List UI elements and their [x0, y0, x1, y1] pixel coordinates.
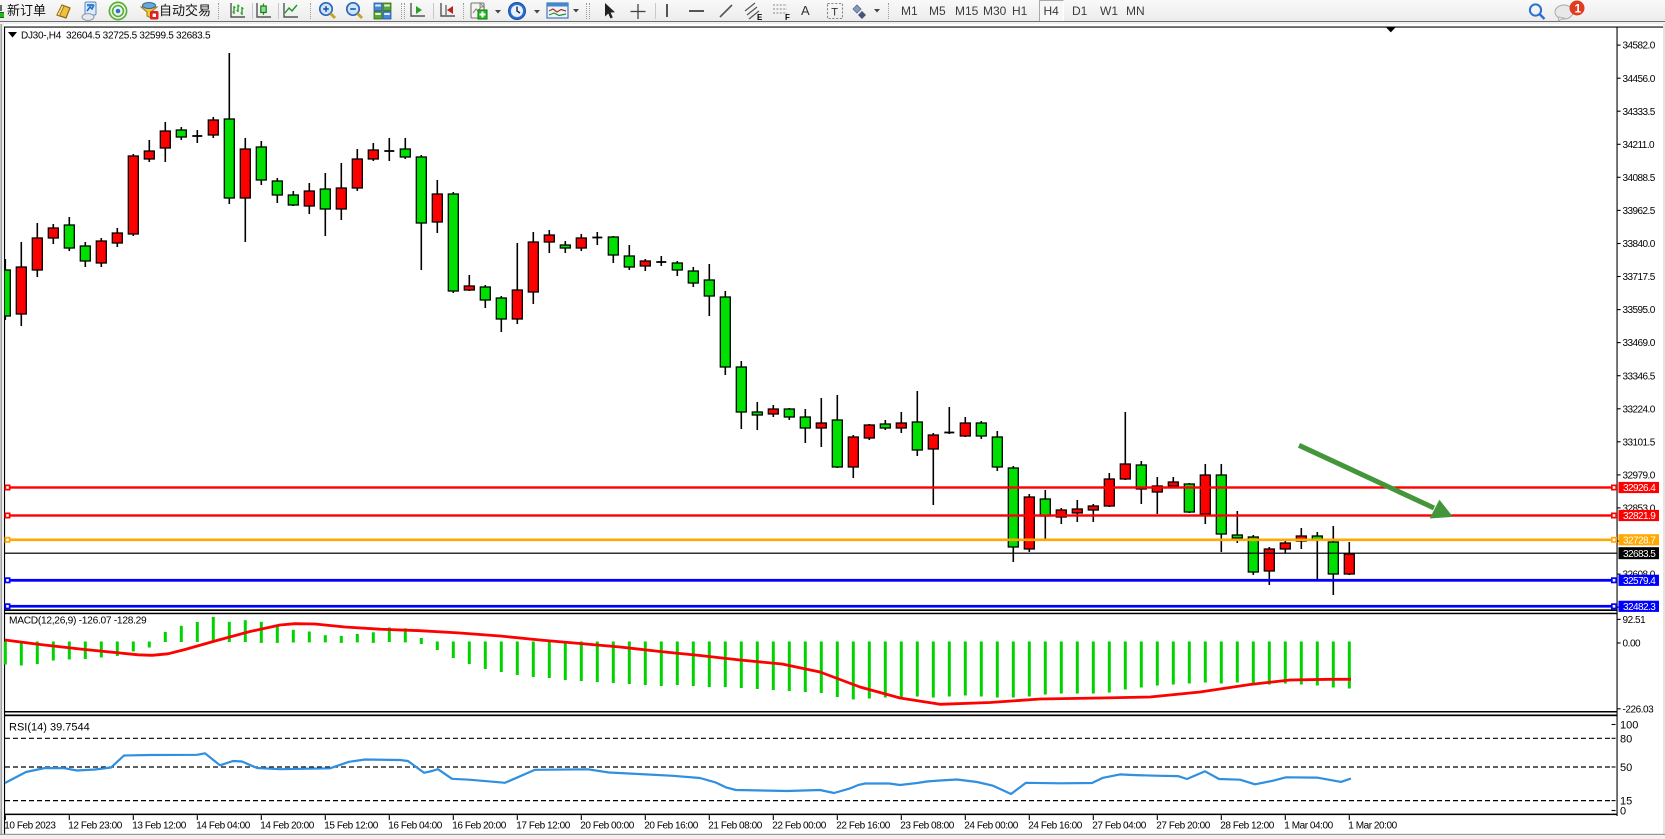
svg-text:F: F: [785, 13, 790, 21]
svg-text:32579.4: 32579.4: [1623, 576, 1656, 587]
svg-text:DJ30-,H4 32604.5 32725.5 3259: DJ30-,H4 32604.5 32725.5 32599.5 32683.5: [21, 31, 211, 42]
svg-text:33101.5: 33101.5: [1623, 437, 1656, 448]
svg-text:24 Feb 00:00: 24 Feb 00:00: [964, 821, 1018, 832]
svg-text:34582.0: 34582.0: [1623, 41, 1656, 52]
svg-text:32482.3: 32482.3: [1623, 602, 1656, 613]
svg-text:1 Mar 04:00: 1 Mar 04:00: [1284, 821, 1333, 832]
svg-text:100: 100: [1620, 720, 1638, 732]
svg-text:0: 0: [1620, 806, 1626, 818]
svg-text:-226.03: -226.03: [1623, 704, 1655, 715]
svg-text:1 Mar 20:00: 1 Mar 20:00: [1348, 821, 1397, 832]
svg-text:15: 15: [1620, 796, 1632, 808]
svg-text:50: 50: [1620, 762, 1632, 774]
svg-text:16 Feb 20:00: 16 Feb 20:00: [452, 821, 506, 832]
svg-text:T: T: [831, 7, 838, 19]
svg-text:12 Feb 23:00: 12 Feb 23:00: [68, 821, 122, 832]
svg-text:MACD(12,26,9) -126.07 -128.29: MACD(12,26,9) -126.07 -128.29: [9, 616, 147, 627]
svg-text:0.00: 0.00: [1623, 639, 1642, 650]
svg-text:34456.0: 34456.0: [1623, 74, 1656, 85]
svg-text:32979.0: 32979.0: [1623, 471, 1656, 482]
svg-text:34333.5: 34333.5: [1623, 107, 1656, 118]
svg-text:22 Feb 16:00: 22 Feb 16:00: [836, 821, 890, 832]
svg-text:32683.5: 32683.5: [1623, 549, 1656, 560]
svg-text:33595.0: 33595.0: [1623, 305, 1656, 316]
svg-text:33840.0: 33840.0: [1623, 239, 1656, 250]
svg-text:32728.7: 32728.7: [1623, 535, 1656, 546]
svg-text:27 Feb 04:00: 27 Feb 04:00: [1092, 821, 1146, 832]
svg-text:27 Feb 20:00: 27 Feb 20:00: [1156, 821, 1210, 832]
svg-text:21 Feb 08:00: 21 Feb 08:00: [708, 821, 762, 832]
svg-text:80: 80: [1620, 733, 1632, 745]
svg-text:13 Feb 12:00: 13 Feb 12:00: [132, 821, 186, 832]
svg-text:33346.5: 33346.5: [1623, 371, 1656, 382]
svg-text:20 Feb 00:00: 20 Feb 00:00: [580, 821, 634, 832]
svg-text:28 Feb 12:00: 28 Feb 12:00: [1220, 821, 1274, 832]
svg-text:RSI(14) 39.7544: RSI(14) 39.7544: [9, 722, 90, 734]
svg-text:32926.4: 32926.4: [1623, 483, 1656, 494]
svg-text:32821.9: 32821.9: [1623, 511, 1656, 522]
svg-text:17 Feb 12:00: 17 Feb 12:00: [516, 821, 570, 832]
svg-text:10 Feb 2023: 10 Feb 2023: [4, 821, 56, 832]
svg-text:15 Feb 12:00: 15 Feb 12:00: [324, 821, 378, 832]
svg-text:33962.5: 33962.5: [1623, 206, 1656, 217]
svg-text:92.51: 92.51: [1623, 615, 1647, 626]
svg-text:34211.0: 34211.0: [1623, 140, 1656, 151]
svg-text:33224.0: 33224.0: [1623, 404, 1656, 415]
svg-text:34088.5: 34088.5: [1623, 173, 1656, 184]
svg-text:14 Feb 20:00: 14 Feb 20:00: [260, 821, 314, 832]
svg-text:32853.0: 32853.0: [1623, 504, 1656, 515]
svg-text:22 Feb 00:00: 22 Feb 00:00: [772, 821, 826, 832]
svg-text:20 Feb 16:00: 20 Feb 16:00: [644, 821, 698, 832]
svg-text:E: E: [757, 13, 763, 21]
svg-text:14 Feb 04:00: 14 Feb 04:00: [196, 821, 250, 832]
svg-text:23 Feb 08:00: 23 Feb 08:00: [900, 821, 954, 832]
svg-text:16 Feb 04:00: 16 Feb 04:00: [388, 821, 442, 832]
svg-text:24 Feb 16:00: 24 Feb 16:00: [1028, 821, 1082, 832]
svg-text:33717.5: 33717.5: [1623, 272, 1656, 283]
svg-text:33469.0: 33469.0: [1623, 338, 1656, 349]
svg-text:1: 1: [1575, 2, 1582, 16]
